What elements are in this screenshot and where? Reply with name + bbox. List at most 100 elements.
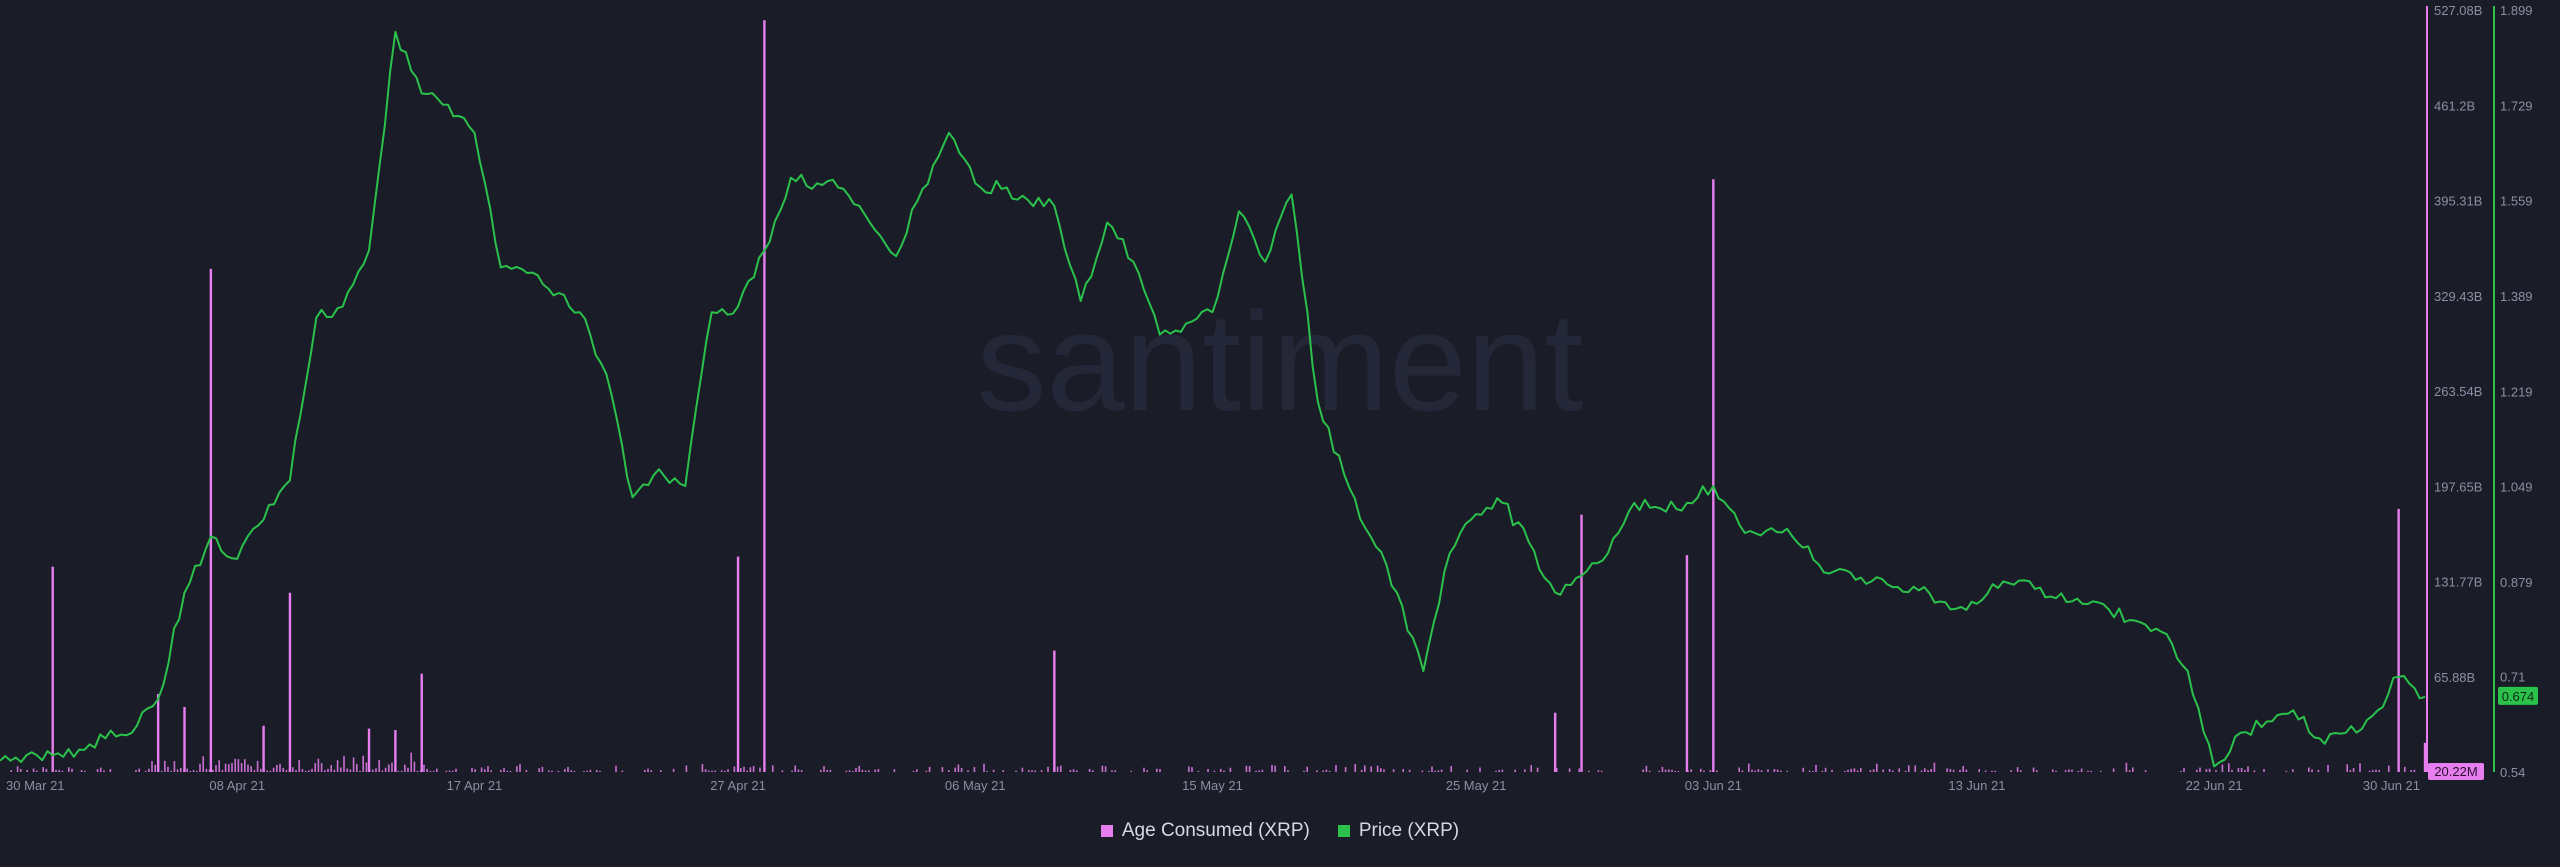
age-consumed-bar (2112, 768, 2115, 772)
age-consumed-bar (1466, 769, 1468, 772)
legend-item-age-consumed[interactable]: Age Consumed (XRP) (1100, 820, 1310, 842)
age-consumed-bar (1428, 770, 1430, 772)
age-consumed-bar (1690, 769, 1692, 772)
age-consumed-bar (340, 767, 342, 772)
age-consumed-bar (397, 770, 400, 772)
age-consumed-bar (2208, 768, 2211, 772)
age-consumed-bar (2404, 766, 2406, 772)
age-consumed-bar (1031, 770, 1033, 772)
legend-swatch-price (1337, 825, 1350, 837)
age-consumed-bar (1671, 769, 1673, 772)
age-consumed-bar (1325, 769, 1328, 772)
age-consumed-bar (861, 769, 864, 772)
age-consumed-bar (2010, 770, 2012, 772)
age-consumed-bar (173, 761, 176, 772)
age-consumed-bar (570, 770, 572, 772)
age-consumed-bar (829, 769, 832, 772)
age-consumed-bar (1780, 770, 1782, 772)
age-consumed-bar (672, 768, 675, 772)
age-consumed-bar (589, 769, 592, 772)
age-consumed-bar (487, 766, 489, 772)
age-consumed-bar (1364, 765, 1366, 772)
age-consumed-bar (1440, 769, 1443, 772)
age-consumed-bar (2100, 770, 2102, 772)
age-consumed-bar (192, 770, 195, 772)
age-consumed-bar (1450, 766, 1452, 772)
age-consumed-bar (247, 764, 249, 772)
age-consumed-bar (429, 770, 432, 772)
age-consumed-bar (1146, 770, 1148, 772)
age-consumed-bar (237, 759, 240, 772)
age-consumed-bar (1047, 766, 1049, 772)
age-consumed-bar (1498, 769, 1500, 772)
age-consumed-bar (256, 760, 259, 772)
age-consumed-spike (420, 673, 423, 772)
age-consumed-bar (557, 770, 560, 772)
age-consumed-bars (10, 20, 2427, 773)
legend-item-price[interactable]: Price (XRP) (1337, 820, 1459, 842)
age-consumed-bar (1700, 768, 1702, 772)
age-consumed-bar (1760, 770, 1763, 772)
age-consumed-bar (336, 760, 339, 772)
age-consumed-bar (1188, 766, 1190, 772)
age-consumed-bar (749, 767, 752, 772)
age-consumed-bar (199, 763, 201, 772)
age-consumed-bar (2080, 768, 2083, 772)
age-consumed-bar (1156, 768, 1158, 772)
y-left-tick-label: 65.88B (2434, 670, 2475, 685)
age-consumed-bar (1360, 769, 1363, 772)
age-consumed-spike (1580, 514, 1583, 772)
age-consumed-bar (391, 762, 393, 772)
age-consumed-bar (279, 763, 281, 772)
age-consumed-bar (1888, 768, 1891, 772)
age-consumed-bar (708, 770, 710, 772)
age-consumed-bar (2349, 770, 2352, 772)
age-consumed-bar (1536, 767, 1539, 772)
age-consumed-bar (1664, 769, 1667, 772)
age-consumed-bar (845, 770, 848, 772)
age-consumed-bar (1892, 770, 1894, 772)
age-consumed-spike (1685, 555, 1689, 772)
age-consumed-bar (221, 769, 224, 772)
age-consumed-bar (1661, 766, 1664, 772)
age-consumed-bar (269, 770, 272, 772)
age-consumed-bar (61, 770, 64, 772)
age-consumed-bar (948, 770, 950, 772)
age-consumed-bar (186, 768, 188, 772)
y-right-tick-label: 0.54 (2500, 765, 2525, 780)
age-consumed-bar (957, 764, 960, 772)
age-consumed-bar (992, 769, 995, 772)
age-consumed-bar (490, 770, 492, 772)
age-consumed-bar (1408, 769, 1411, 772)
age-consumed-bar (1898, 768, 1900, 772)
age-consumed-bar (823, 766, 825, 772)
age-consumed-bar (2247, 766, 2249, 772)
age-consumed-bar (2359, 763, 2361, 772)
age-consumed-bar (2413, 769, 2416, 772)
age-consumed-bar (317, 758, 320, 772)
age-consumed-bar (1248, 766, 1251, 772)
age-consumed-bar (1040, 770, 1043, 772)
x-tick-label: 22 Jun 21 (2186, 778, 2243, 793)
age-consumed-bar (308, 770, 310, 772)
age-consumed-bar (253, 770, 256, 772)
age-consumed-bar (868, 770, 870, 772)
age-consumed-bar (752, 765, 755, 772)
age-consumed-bar (714, 770, 716, 772)
y-right-tick-label: 1.899 (2500, 3, 2533, 18)
age-consumed-bar (2244, 770, 2246, 772)
age-consumed-bar (1924, 768, 1926, 772)
age-consumed-bar (1104, 766, 1107, 772)
age-consumed-bar (720, 770, 723, 772)
age-consumed-bar (743, 766, 745, 772)
age-consumed-spike (209, 268, 213, 772)
age-consumed-bar (800, 770, 803, 772)
age-consumed-bar (55, 769, 57, 772)
age-consumed-bar (244, 759, 246, 772)
x-tick-label: 30 Mar 21 (6, 778, 65, 793)
age-consumed-bar (2068, 769, 2070, 772)
age-consumed-bar (551, 770, 553, 772)
age-consumed-bar (1380, 768, 1382, 772)
age-consumed-bar (100, 767, 102, 772)
x-tick-label: 25 May 21 (1446, 778, 1507, 793)
